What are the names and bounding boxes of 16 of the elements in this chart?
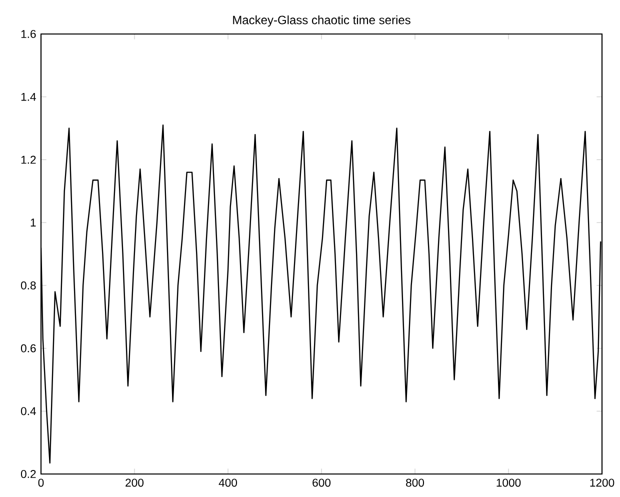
y-tick-label: 1 [30, 218, 36, 226]
y-tick-label: 1.2 [21, 156, 36, 164]
x-tick-label: 600 [312, 478, 331, 487]
y-tick-label: 0.4 [20, 407, 36, 416]
x-tick-label: 1200 [590, 478, 614, 487]
x-tick-label: 800 [406, 478, 424, 487]
y-tick-label: 1.4 [21, 92, 36, 101]
x-tick-label: 200 [126, 478, 144, 487]
x-tick-label: 400 [218, 478, 238, 487]
y-tick-label: 0.2 [20, 470, 36, 478]
y-tick-label: 0.6 [20, 344, 36, 352]
y-tick-label: 1.6 [21, 30, 36, 38]
x-tick-label: 0 [38, 478, 44, 487]
y-tick-label: 0.8 [20, 281, 36, 290]
chart-title: Mackey-Glass chaotic time series [233, 15, 410, 27]
x-tick-label: 1000 [496, 478, 521, 487]
